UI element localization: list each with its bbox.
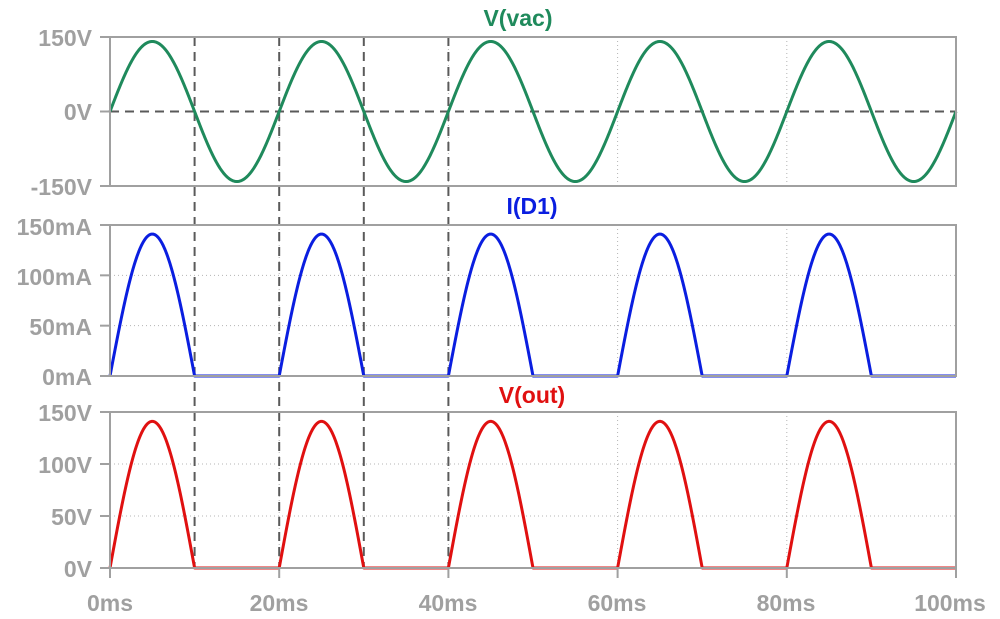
x-tick-label: 40ms	[419, 590, 478, 616]
panel-frame	[109, 36, 957, 187]
panel-frame	[109, 411, 957, 569]
panel-frame	[109, 224, 957, 377]
y-tick-label: -150V	[31, 174, 93, 200]
title-vac: V(vac)	[483, 5, 552, 31]
x-tick-label: 20ms	[250, 590, 309, 616]
y-tick-label: 150V	[38, 400, 92, 426]
y-tick-label: 50mA	[29, 314, 92, 340]
y-tick-label: 0V	[64, 99, 93, 125]
y-tick-label: 150mA	[17, 214, 92, 240]
title-vout: V(out)	[499, 382, 565, 408]
y-tick-label: 100mA	[17, 264, 92, 290]
y-tick-label: 0mA	[42, 364, 92, 390]
x-tick-label: 100ms	[914, 590, 986, 616]
title-id1: I(D1)	[506, 193, 557, 219]
frame-layer	[100, 36, 957, 578]
cursor-layer	[193, 37, 450, 568]
trace-id1	[108, 232, 957, 378]
x-tick-label: 80ms	[757, 590, 816, 616]
y-tick-label: 100V	[38, 452, 92, 478]
trace-vout	[108, 419, 957, 570]
y-tick-label: 150V	[38, 25, 92, 51]
x-tick-label: 60ms	[588, 590, 647, 616]
trace-layer	[108, 39, 958, 570]
y-tick-label: 0V	[64, 556, 93, 582]
x-tick-label: 0ms	[87, 590, 133, 616]
y-tick-label: 50V	[51, 504, 93, 530]
trace-vac	[108, 39, 958, 184]
grid-layer	[110, 37, 956, 568]
